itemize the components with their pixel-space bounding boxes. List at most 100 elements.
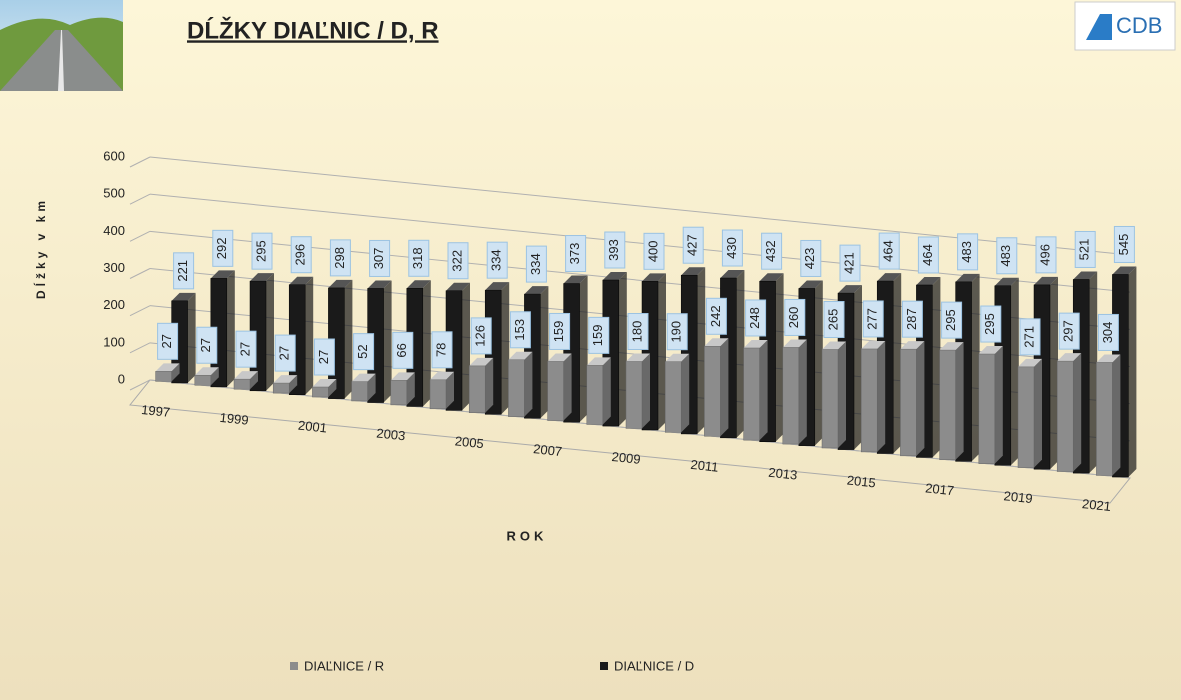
data-label-box (745, 299, 767, 337)
bar-side (328, 379, 337, 398)
data-label: 464 (881, 240, 896, 262)
data-label: 27 (316, 350, 331, 364)
bar-side (838, 341, 846, 448)
data-label: 322 (449, 250, 464, 272)
data-label-box (392, 331, 414, 369)
data-label: 318 (410, 247, 425, 269)
bar-side (485, 357, 494, 413)
data-label-box (1019, 318, 1041, 356)
data-label: 78 (433, 343, 448, 357)
data-label-box (313, 338, 335, 376)
bar-top (328, 279, 353, 288)
bar-top (822, 341, 846, 350)
data-label-box (761, 232, 783, 270)
x-tick-label: 2009 (611, 449, 641, 467)
data-label: 307 (371, 248, 386, 270)
data-label-box (470, 317, 492, 355)
bar-side (955, 342, 964, 460)
bar (664, 361, 682, 433)
data-label-box (157, 322, 179, 360)
data-label: 400 (645, 240, 660, 262)
x-tick-label: 2017 (925, 480, 955, 498)
data-label-box (235, 330, 257, 368)
data-label: 287 (904, 308, 919, 330)
bar-top (704, 338, 729, 347)
bar-side (406, 372, 415, 405)
bar (272, 382, 290, 394)
data-label: 427 (685, 234, 700, 256)
data-label-box (862, 300, 884, 338)
data-label: 295 (253, 240, 268, 262)
y-tick-label: 600 (103, 148, 125, 163)
bar-top (485, 282, 510, 291)
logo: CDB (1074, 1, 1176, 51)
data-label-box (565, 235, 587, 273)
bar-top (524, 286, 549, 295)
bar-top (586, 357, 611, 366)
data-label: 159 (590, 325, 605, 347)
x-tick-label: 2011 (690, 457, 719, 475)
bar-top (838, 285, 862, 294)
data-label-box (1113, 225, 1135, 263)
data-label: 430 (724, 237, 739, 259)
road-photo (0, 0, 123, 91)
bar-top (390, 372, 415, 381)
data-label-box (549, 312, 571, 350)
bar (743, 347, 760, 441)
data-label: 159 (551, 321, 566, 343)
bar (508, 359, 525, 417)
data-label: 180 (629, 321, 644, 343)
bar (625, 361, 643, 429)
bar-side (759, 339, 768, 441)
data-label-box (917, 236, 939, 274)
bar-side (226, 270, 235, 387)
data-label: 27 (237, 342, 252, 356)
bar (429, 379, 447, 410)
bar-side (893, 273, 902, 454)
bar-top (1057, 353, 1082, 362)
bar-side (1034, 358, 1042, 468)
x-tick-label: 1999 (219, 410, 249, 428)
bar (1017, 366, 1035, 468)
bar-side (1112, 354, 1121, 476)
tick (129, 305, 151, 317)
data-label-box (290, 236, 312, 274)
bar-side (681, 353, 690, 433)
data-label-box (901, 300, 923, 338)
bar-side (775, 273, 784, 442)
bar (351, 381, 368, 402)
bar (821, 349, 839, 449)
x-tick-label: 2019 (1003, 488, 1033, 506)
bar (704, 346, 721, 437)
bar-top (210, 270, 235, 279)
data-label-box (1074, 230, 1096, 268)
data-label: 27 (159, 334, 174, 348)
data-label-box (666, 313, 688, 351)
x-tick-label: 2013 (768, 465, 798, 483)
data-label: 521 (1077, 239, 1092, 261)
bar (390, 380, 408, 406)
bar-top (681, 267, 706, 276)
bar (233, 378, 251, 390)
y-tick-label: 500 (103, 186, 125, 201)
bar-side (994, 346, 1003, 464)
bar-top (1073, 271, 1098, 280)
data-label: 545 (1116, 234, 1131, 256)
bar (978, 353, 996, 464)
bar-side (250, 371, 258, 390)
bar (312, 386, 329, 398)
bar-side (642, 353, 650, 429)
data-label: 52 (355, 344, 370, 358)
legend-label: DIAĽNICE / R (304, 658, 384, 673)
data-label: 373 (567, 243, 582, 265)
bar-side (383, 280, 392, 403)
bar-top (759, 273, 784, 282)
bar-top (367, 280, 392, 289)
tick (129, 230, 151, 242)
bar-top (1096, 354, 1121, 363)
y-tick-label: 0 (118, 371, 125, 386)
data-label: 304 (1100, 322, 1115, 344)
data-label-box (1097, 313, 1119, 351)
data-label: 421 (841, 252, 856, 274)
